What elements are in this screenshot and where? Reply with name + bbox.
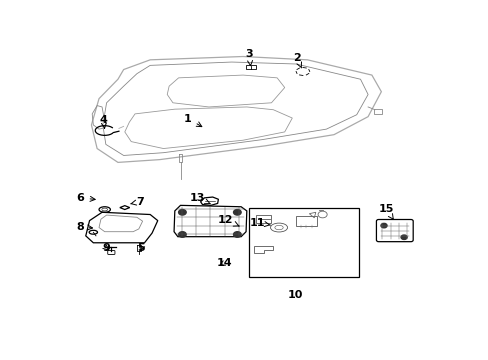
Text: 2: 2: [292, 53, 301, 68]
Bar: [296, 216, 316, 226]
Circle shape: [178, 232, 186, 237]
Circle shape: [233, 232, 241, 237]
Bar: [256, 215, 271, 223]
Circle shape: [233, 210, 241, 215]
Text: 11: 11: [249, 218, 270, 228]
Text: 9: 9: [102, 243, 110, 253]
Text: 4: 4: [100, 115, 107, 128]
Bar: [245, 65, 255, 69]
Text: 6: 6: [77, 193, 95, 203]
Bar: [373, 109, 381, 114]
Text: 15: 15: [378, 204, 393, 219]
Text: 8: 8: [76, 222, 92, 232]
Text: 3: 3: [245, 49, 253, 66]
Text: 7: 7: [130, 197, 143, 207]
Text: 5: 5: [138, 243, 145, 253]
Circle shape: [400, 235, 407, 239]
Circle shape: [178, 210, 186, 215]
Text: 13: 13: [189, 193, 210, 204]
Circle shape: [380, 223, 386, 228]
Text: 10: 10: [287, 291, 303, 301]
Text: 1: 1: [184, 114, 202, 127]
Text: 12: 12: [218, 215, 239, 226]
Text: 14: 14: [217, 258, 232, 268]
Bar: [248, 208, 358, 278]
